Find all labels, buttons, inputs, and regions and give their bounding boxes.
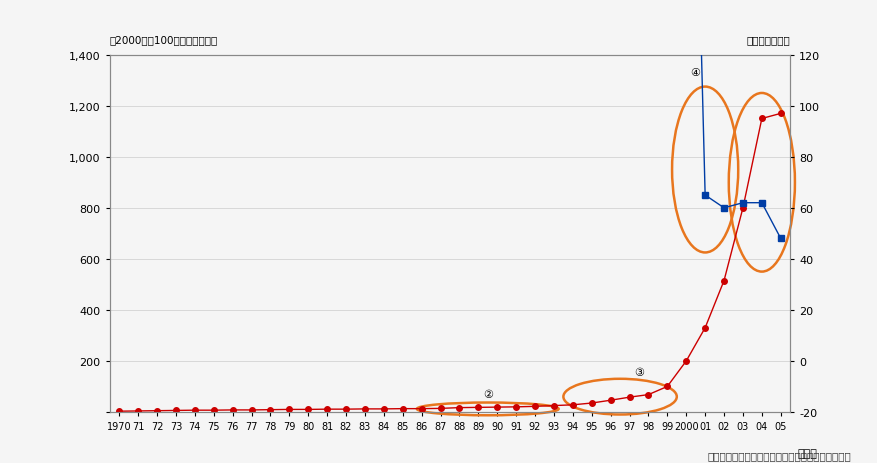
ユビキタス指数 [529,404,539,409]
Text: （前年比，％）: （前年比，％） [745,35,789,45]
ユビキタス指数 [303,407,313,413]
ユビキタス指数 [567,402,577,408]
ユビキタス指数 [473,405,483,410]
Text: （2000年＝100として指数化）: （2000年＝100として指数化） [110,35,217,45]
対前年比伸び率 [774,236,785,242]
ユビキタス指数 [322,407,332,412]
対前年比伸び率 [737,200,747,206]
ユビキタス指数 [548,403,559,408]
ユビキタス指数 [340,407,351,412]
ユビキタス指数 [360,406,370,412]
ユビキタス指数 [586,400,596,406]
ユビキタス指数 [491,405,502,410]
ユビキタス指数 [416,406,426,412]
対前年比伸び率 [756,200,766,206]
ユビキタス指数 [604,398,615,403]
ユビキタス指数 [265,407,275,413]
ユビキタス指数 [510,404,521,410]
ユビキタス指数 [208,407,218,413]
対前年比伸び率 [699,193,709,199]
Text: ②: ② [482,389,492,399]
ユビキタス指数 [737,206,747,211]
ユビキタス指数 [435,406,446,411]
ユビキタス指数 [397,406,408,412]
ユビキタス指数 [643,392,653,398]
Text: ④: ④ [690,68,700,78]
ユビキタス指数 [756,117,766,122]
Text: ③: ③ [633,367,643,377]
ユビキタス指数 [624,394,634,400]
ユビキタス指数 [378,406,389,412]
ユビキタス指数 [152,408,162,413]
ユビキタス指数 [453,405,464,411]
ユビキタス指数 [132,408,143,414]
対前年比伸び率 [718,206,729,211]
ユビキタス指数 [681,358,691,364]
ユビキタス指数 [661,384,672,389]
ユビキタス指数 [699,325,709,331]
ユビキタス指数 [284,407,295,413]
Text: （出典）「情報通信による経済成長に関する調査」: （出典）「情報通信による経済成長に関する調査」 [707,450,851,460]
ユビキタス指数 [114,408,125,414]
ユビキタス指数 [246,407,256,413]
ユビキタス指数 [227,407,238,413]
Line: 対前年比伸び率: 対前年比伸び率 [135,0,782,242]
ユビキタス指数 [189,407,200,413]
ユビキタス指数 [718,278,729,284]
Text: （年）: （年） [796,448,816,458]
Line: ユビキタス指数: ユビキタス指数 [117,112,782,414]
ユビキタス指数 [774,111,785,117]
ユビキタス指数 [170,408,181,413]
